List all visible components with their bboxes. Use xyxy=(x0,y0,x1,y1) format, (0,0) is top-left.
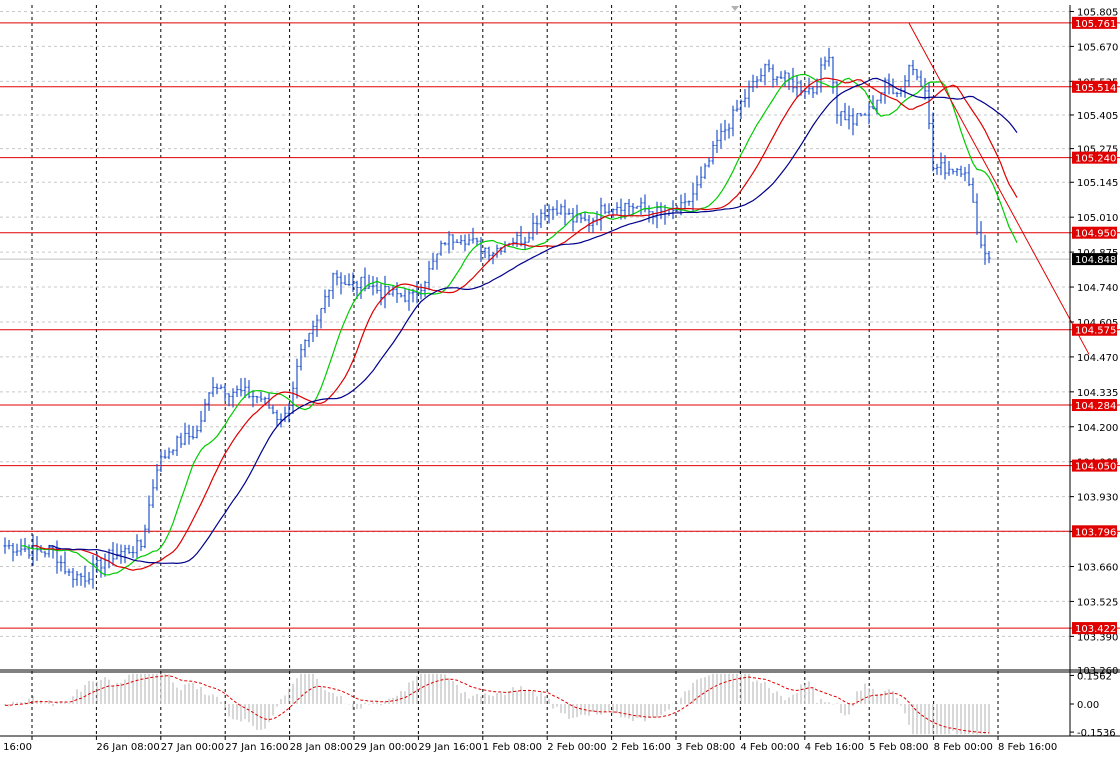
level-price-tag xyxy=(1072,226,1117,239)
level-price-tag xyxy=(1072,525,1117,538)
time-tick-label: 2 Feb 16:00 xyxy=(612,742,671,753)
price-tick-label: 103.390 xyxy=(1077,632,1118,643)
level-price-label: 104.284 xyxy=(1075,401,1116,412)
price-tick-label: 104.200 xyxy=(1077,423,1118,434)
time-tick-label: 27 Jan 00:00 xyxy=(161,742,224,753)
moving-average-line xyxy=(20,73,1018,576)
price-tick-label: 105.670 xyxy=(1077,42,1118,53)
level-price-label: 105.514 xyxy=(1075,83,1116,94)
level-price-label: 103.422 xyxy=(1075,624,1116,635)
time-tick-label: 2 Feb 00:00 xyxy=(547,742,606,753)
level-price-label: 104.050 xyxy=(1075,462,1116,473)
time-tick-label: 4 Feb 00:00 xyxy=(740,742,799,753)
time-tick-label: 27 Jan 16:00 xyxy=(225,742,288,753)
time-tick-label: 4 Feb 16:00 xyxy=(805,742,864,753)
price-tick-label: 105.405 xyxy=(1077,111,1118,122)
oscillator-histogram xyxy=(4,673,990,735)
trendline xyxy=(908,22,1090,355)
time-tick-label: 1 Feb 08:00 xyxy=(483,742,542,753)
price-tick-label: 104.605 xyxy=(1077,318,1118,329)
level-price-label: 105.761 xyxy=(1075,19,1116,30)
time-tick-label: 3 Feb 08:00 xyxy=(676,742,735,753)
level-price-label: 104.950 xyxy=(1075,229,1116,240)
price-tick-label: 104.740 xyxy=(1077,283,1118,294)
moving-averages xyxy=(20,73,1018,576)
price-tick-label: 104.335 xyxy=(1077,388,1118,399)
time-tick-label: 25 Jan 16:00 xyxy=(0,742,32,753)
price-tick-label: 103.525 xyxy=(1077,597,1118,608)
grid xyxy=(0,5,1070,736)
price-tick-label: 105.010 xyxy=(1077,213,1118,224)
time-tick-label: 8 Feb 16:00 xyxy=(998,742,1057,753)
price-tick-label: 105.275 xyxy=(1077,145,1118,156)
price-tick-label: 103.260 xyxy=(1077,666,1118,677)
level-price-tag xyxy=(1072,151,1117,164)
time-tick-label: 26 Jan 08:00 xyxy=(96,742,159,753)
horizontal-levels xyxy=(0,22,1120,629)
oscillator-tick-label: -0.1536 xyxy=(1077,728,1116,739)
oscillator-axis: 0.1562 0.00 -0.1536 xyxy=(1070,671,1116,739)
price-tick-label: 105.805 xyxy=(1077,7,1118,18)
time-tick-label: 29 Jan 00:00 xyxy=(354,742,417,753)
oscillator-tick-label: 0.00 xyxy=(1077,700,1099,711)
level-price-label: 104.575 xyxy=(1075,326,1116,337)
level-price-tag xyxy=(1072,622,1117,635)
time-tick-label: 28 Jan 08:00 xyxy=(290,742,353,753)
time-tick-label: 5 Feb 08:00 xyxy=(869,742,928,753)
trendline xyxy=(908,22,1090,355)
level-price-tag xyxy=(1072,459,1117,472)
level-price-label: 103.796 xyxy=(1075,527,1116,538)
level-price-label: 105.240 xyxy=(1075,154,1116,165)
moving-average-line xyxy=(32,77,1018,571)
price-axis: 105.805105.670105.535105.405105.275105.1… xyxy=(1070,7,1118,677)
time-tick-label: 29 Jan 16:00 xyxy=(418,742,481,753)
current-price-tag xyxy=(1072,253,1117,266)
price-tick-label: 103.930 xyxy=(1077,493,1118,504)
moving-average-line xyxy=(48,77,1018,565)
price-tick-label: 103.660 xyxy=(1077,562,1118,573)
price-tick-label: 104.470 xyxy=(1077,353,1118,364)
current-price-label: 104.848 xyxy=(1075,255,1116,266)
level-price-tag xyxy=(1072,16,1117,29)
level-price-tag xyxy=(1072,323,1117,336)
level-price-tag xyxy=(1072,80,1117,93)
oscillator-tick-label: 0.1562 xyxy=(1077,671,1112,682)
time-tick-label: 8 Feb 00:00 xyxy=(934,742,993,753)
oscillator-signal-line xyxy=(4,675,990,734)
chart-shift-marker xyxy=(731,6,739,11)
level-price-tag xyxy=(1072,399,1117,412)
price-tick-label: 105.145 xyxy=(1077,178,1118,189)
